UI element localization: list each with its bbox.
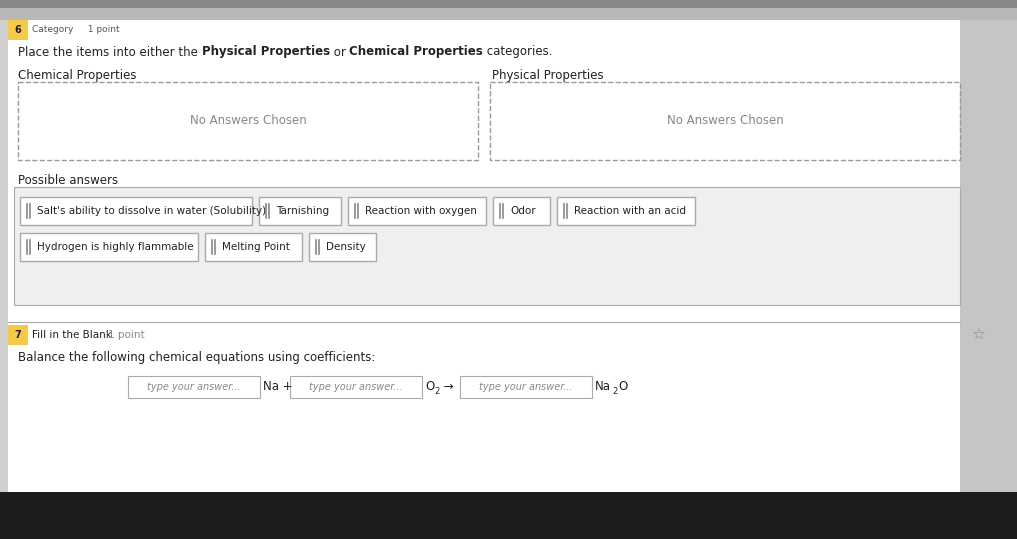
Text: Physical Properties: Physical Properties (492, 68, 604, 81)
Text: type your answer...: type your answer... (147, 382, 241, 392)
Text: 7: 7 (14, 330, 21, 340)
Text: Na: Na (595, 381, 611, 393)
Bar (20, 197, 252, 225)
Text: 2: 2 (434, 388, 439, 397)
Text: type your answer...: type your answer... (309, 382, 403, 392)
Text: Melting Point: Melting Point (222, 242, 290, 252)
Text: Odor: Odor (510, 206, 536, 216)
Text: ☆: ☆ (971, 328, 984, 342)
Bar (0, 0, 1017, 8)
Text: Salt's ability to dissolve in water (Solubility): Salt's ability to dissolve in water (Sol… (37, 206, 266, 216)
Bar (348, 197, 486, 225)
Bar (309, 233, 376, 261)
Bar (8, 20, 28, 40)
Text: No Answers Chosen: No Answers Chosen (189, 114, 306, 128)
Text: O: O (425, 381, 434, 393)
Bar (14, 187, 960, 305)
Text: Chemical Properties: Chemical Properties (350, 45, 483, 59)
Text: Category     1 point: Category 1 point (32, 25, 120, 34)
Text: →: → (440, 381, 454, 393)
Bar (18, 82, 478, 160)
Text: O: O (618, 381, 627, 393)
Bar (0, 0, 1017, 20)
Bar (128, 376, 260, 398)
Bar (0, 492, 1017, 539)
Text: Tarnishing: Tarnishing (276, 206, 330, 216)
Bar (205, 233, 302, 261)
Text: Reaction with oxygen: Reaction with oxygen (365, 206, 477, 216)
Bar (460, 376, 592, 398)
Text: Place the items into either the: Place the items into either the (18, 45, 201, 59)
Text: Density: Density (326, 242, 366, 252)
Text: 1 point: 1 point (108, 330, 144, 340)
Text: 6: 6 (14, 25, 21, 35)
Bar (960, 20, 1017, 510)
Text: Reaction with an acid: Reaction with an acid (574, 206, 686, 216)
Text: or: or (330, 45, 350, 59)
Text: Hydrogen is highly flammable: Hydrogen is highly flammable (37, 242, 193, 252)
Text: Fill in the Blank: Fill in the Blank (32, 330, 112, 340)
Text: type your answer...: type your answer... (479, 382, 573, 392)
Bar (290, 376, 422, 398)
Bar (259, 197, 341, 225)
Bar (20, 233, 198, 261)
Bar (493, 197, 550, 225)
Text: Chemical Properties: Chemical Properties (18, 68, 136, 81)
Text: categories.: categories. (483, 45, 552, 59)
Text: 2: 2 (612, 388, 617, 397)
Text: Na +: Na + (263, 381, 293, 393)
Bar (557, 197, 695, 225)
Bar (490, 82, 960, 160)
Text: Balance the following chemical equations using coefficients:: Balance the following chemical equations… (18, 351, 375, 364)
Text: Physical Properties: Physical Properties (201, 45, 330, 59)
Text: Possible answers: Possible answers (18, 174, 118, 186)
Bar (8, 325, 28, 345)
Text: No Answers Chosen: No Answers Chosen (666, 114, 783, 128)
